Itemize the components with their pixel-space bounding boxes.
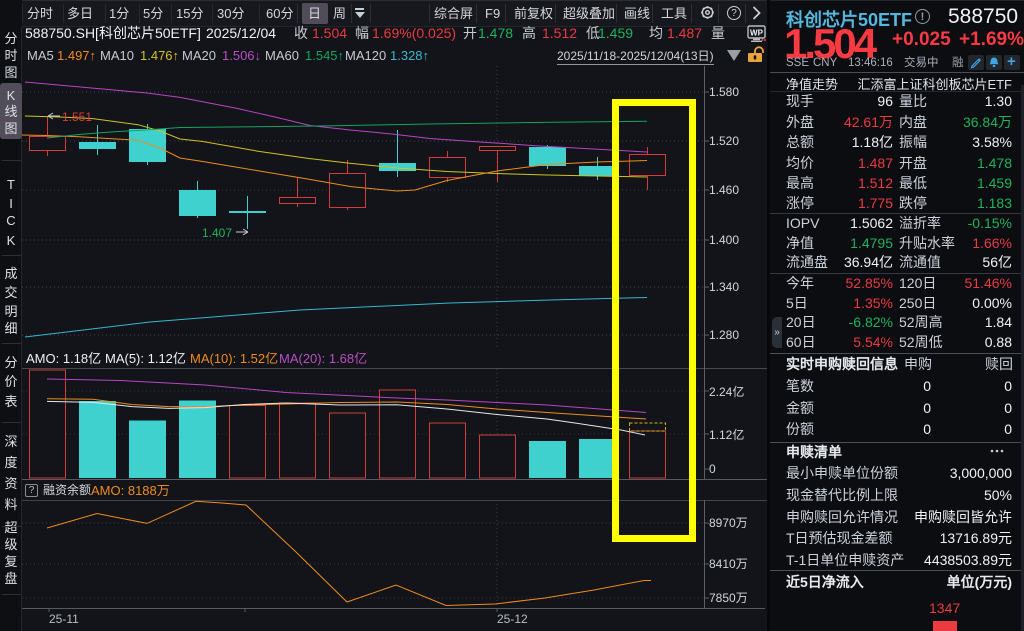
svg-text:1.551: 1.551 xyxy=(62,110,92,124)
svg-text:1.407: 1.407 xyxy=(202,226,232,240)
svg-text:WP: WP xyxy=(750,29,764,38)
